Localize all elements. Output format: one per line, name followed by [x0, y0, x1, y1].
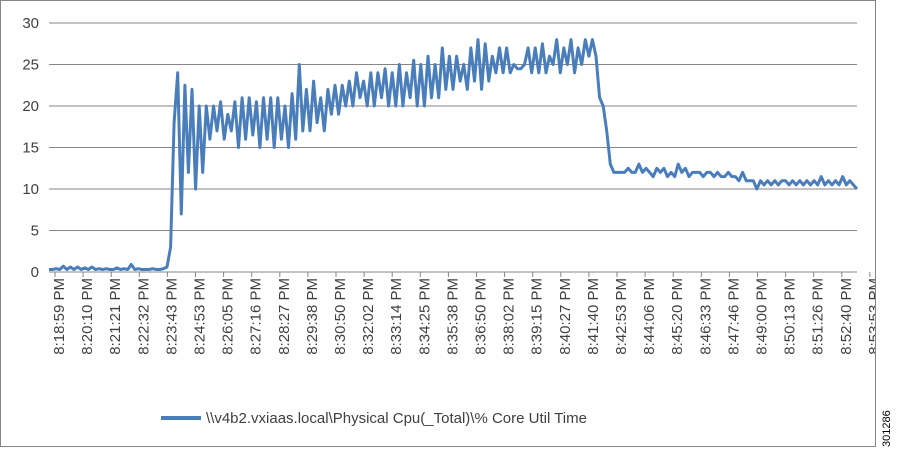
x-tick-label: 8:29:38 PM	[304, 278, 321, 355]
line-chart: 0 5 10 15 20 25 30 8:18:59 PM 8:20:10 PM 8:21:21…	[22, 15, 875, 427]
x-tick-label: 8:27:16 PM	[248, 278, 265, 355]
y-tick-label: 0	[31, 264, 39, 281]
y-tick-label: 5	[31, 223, 39, 240]
x-tick-label: 8:52:40 PM	[838, 278, 855, 355]
x-tick-label: 8:36:50 PM	[473, 278, 490, 355]
x-tick-label: 8:53:53 PM	[866, 278, 875, 355]
x-tick-label: 8:22:32 PM	[135, 278, 152, 355]
x-tick-label: 8:21:21 PM	[107, 278, 124, 355]
x-tick-label: 8:45:20 PM	[669, 278, 686, 355]
x-tick-label: 8:30:50 PM	[332, 278, 349, 355]
y-tick-label: 30	[22, 15, 39, 32]
x-tick-label: 8:24:53 PM	[192, 278, 209, 355]
y-tick-label: 10	[22, 181, 39, 198]
x-tick-label: 8:34:25 PM	[416, 278, 433, 355]
x-tick-label: 8:51:26 PM	[810, 278, 827, 355]
y-tick-label: 15	[22, 140, 39, 157]
gridlines	[49, 22, 857, 231]
x-tick-label: 8:18:59 PM	[51, 278, 68, 355]
x-tick-label: 8:23:43 PM	[163, 278, 180, 355]
x-tick-label: 8:38:02 PM	[501, 278, 518, 355]
x-tick-label: 8:35:38 PM	[444, 278, 461, 355]
x-axis-tick-labels: 8:18:59 PM 8:20:10 PM 8:21:21 PM 8:22:32 PM…	[51, 278, 875, 355]
x-tick-label: 8:49:00 PM	[754, 278, 771, 355]
x-tick-label: 8:40:27 PM	[557, 278, 574, 355]
x-tick-label: 8:46:33 PM	[697, 278, 714, 355]
y-axis-tick-labels: 0 5 10 15 20 25 30	[22, 15, 39, 281]
x-tick-label: 8:42:53 PM	[613, 278, 630, 355]
x-tick-label: 8:33:14 PM	[388, 278, 405, 355]
x-tick-label: 8:32:02 PM	[360, 278, 377, 355]
y-tick-label: 20	[22, 98, 39, 115]
legend-label: \\v4b2.vxiaas.local\Physical Cpu(_Total)…	[206, 410, 587, 427]
x-tick-label: 8:50:13 PM	[782, 278, 799, 355]
x-tick-label: 8:44:06 PM	[641, 278, 658, 355]
x-tick-label: 8:26:05 PM	[220, 278, 237, 355]
x-tick-label: 8:28:27 PM	[276, 278, 293, 355]
x-tick-label: 8:39:15 PM	[529, 278, 546, 355]
y-tick-label: 25	[22, 57, 39, 74]
figure-id: 301286	[879, 399, 899, 449]
x-axis	[49, 271, 871, 277]
series-line	[49, 38, 859, 271]
x-tick-label: 8:41:40 PM	[585, 278, 602, 355]
x-tick-label: 8:47:46 PM	[725, 278, 742, 355]
x-tick-label: 8:20:10 PM	[79, 278, 96, 355]
series-lines	[49, 38, 859, 271]
figure-id-label: 301286	[881, 410, 893, 447]
legend: \\v4b2.vxiaas.local\Physical Cpu(_Total)…	[161, 410, 587, 427]
